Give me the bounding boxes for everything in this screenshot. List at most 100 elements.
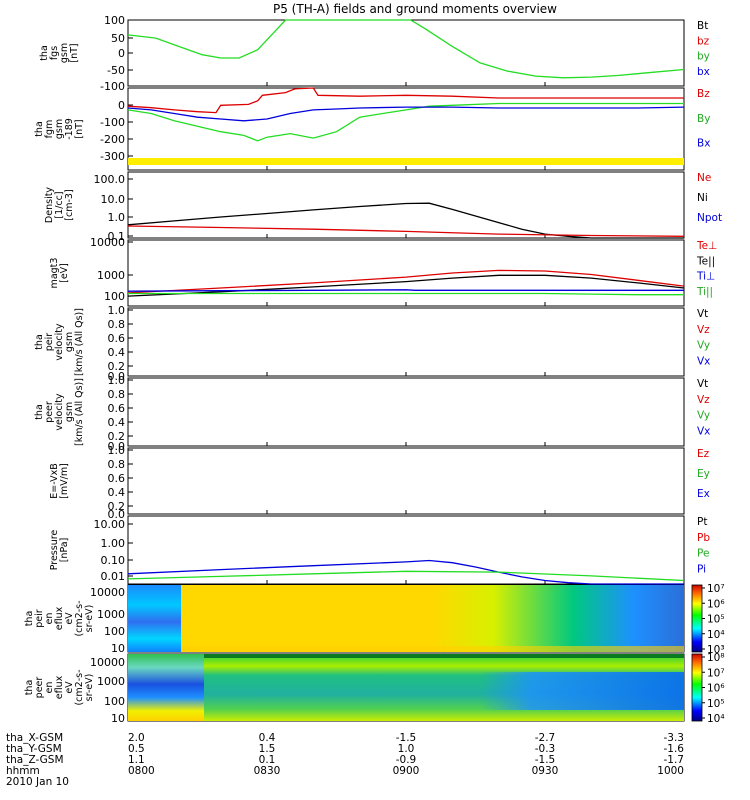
panel-frame — [127, 307, 685, 377]
y-axis-label: eflux — [54, 675, 65, 699]
y-axis-label: [nT] — [69, 43, 80, 62]
legend-entry: Ex — [697, 488, 710, 500]
legend-entry: Ez — [697, 448, 710, 460]
footer-value: -1.7 — [664, 754, 685, 766]
y-axis-label: gsm — [64, 332, 75, 352]
y-tick-label: 0.2 — [108, 500, 126, 513]
panel-temp: 10000 1000 100 magt3 [eV] Te⊥ Te|| Ti⊥ Ti|| — [49, 236, 717, 307]
y-tick-label: 1.00 — [101, 537, 126, 550]
y-tick-label: 100 — [104, 14, 125, 27]
y-axis-label: gsm — [64, 402, 75, 422]
y-axis-label: velocity — [54, 323, 65, 361]
y-axis-label: peir — [34, 609, 45, 628]
footer-label-z: tha_Z-GSM — [6, 754, 64, 766]
colorbar-tick-label: 10⁶ — [707, 598, 725, 610]
colorbar-tick-label: 10⁶ — [707, 683, 725, 695]
y-tick-label: 1.0 — [108, 374, 126, 387]
y-axis-label: E=-VxB — [49, 463, 60, 498]
footer-value: 0900 — [393, 765, 420, 777]
panel-frame — [127, 239, 685, 307]
y-axis-label: en — [44, 613, 55, 625]
legend-entry: Bz — [697, 88, 710, 100]
footer-value: -1.5 — [535, 754, 556, 766]
y-axis-label: -189 — [64, 118, 75, 140]
y-tick-label: 0.8 — [108, 458, 126, 471]
panel-frame — [127, 447, 685, 515]
legend-entry: Bt — [697, 20, 708, 32]
y-axis-label: en — [44, 682, 55, 694]
legend-entry: Vx — [697, 425, 710, 437]
series-By-line — [127, 102, 684, 142]
peer-spectrogram — [128, 654, 684, 721]
y-tick-label: 0.2 — [108, 360, 126, 373]
y-axis-label: (cm2-s- — [74, 669, 85, 705]
colorbar-tick-label: 10⁴ — [707, 629, 725, 641]
y-axis-label: [km/s (All Qs)] — [74, 378, 85, 446]
legend-entry: by — [697, 51, 710, 63]
chart-title: P5 (TH-A) fields and ground moments over… — [273, 2, 557, 16]
series-Pi-line — [127, 559, 684, 585]
y-axis-label: eV — [64, 681, 75, 694]
y-tick-label: 0.10 — [101, 554, 126, 567]
y-tick-label: -100 — [100, 80, 125, 93]
y-tick-label: 10 — [111, 642, 125, 655]
legend-entry: Ni — [697, 192, 708, 204]
y-axis-label: [mV/m] — [59, 463, 70, 499]
y-tick-label: 1000 — [97, 675, 125, 688]
y-tick-label: 0 — [118, 99, 125, 112]
y-tick-label: 0.4 — [108, 416, 126, 429]
y-tick-label: 0.0 — [108, 370, 126, 383]
panel-peer_vel: 1.00.80.60.40.20.0 tha peer velocity gsm [km/… — [34, 374, 710, 453]
legend-entry: bz — [697, 35, 710, 47]
legend-entry: Vt — [697, 378, 708, 390]
series-by-line — [127, 19, 685, 79]
y-axis-label: [km/s (All Qs)] — [74, 308, 85, 376]
colorbar — [691, 653, 703, 722]
footer-value: 1.5 — [259, 743, 276, 755]
footer-value: 0800 — [128, 765, 155, 777]
legend-entry: Ti|| — [696, 286, 713, 298]
y-tick-label: 100 — [104, 695, 125, 708]
peir-spectrogram — [128, 585, 684, 652]
legend-entry: Npot — [697, 212, 722, 224]
y-axis-label: tha — [34, 121, 45, 137]
y-tick-label: 0.01 — [101, 570, 126, 583]
series-Pe-line — [127, 570, 685, 582]
footer-value: -0.9 — [396, 754, 417, 766]
legend-entry: Vz — [697, 324, 710, 336]
footer-value: 0830 — [254, 765, 281, 777]
peer-spectrogram-left — [128, 654, 204, 721]
y-axis-label: Pressure — [49, 530, 60, 571]
y-axis-label: eflux — [54, 606, 65, 630]
legend-entry: Vx — [697, 355, 710, 367]
legend-entry: Vt — [697, 308, 708, 320]
y-tick-label: 0 — [118, 47, 125, 60]
y-tick-label: 0.8 — [108, 318, 126, 331]
y-axis-label: (cm2-s- — [74, 600, 85, 636]
y-tick-label: 1000 — [97, 608, 125, 621]
y-axis-label: peir — [44, 333, 55, 352]
footer-value: -3.3 — [664, 732, 685, 744]
series-Ti⊥-line — [127, 289, 684, 292]
panel-fgm: 0 -100 -200 -300 tha fgm gsm -189 [nT] Bz By Bx — [34, 87, 710, 171]
footer-label-x: tha_X-GSM — [6, 732, 63, 744]
legend-entry: Pe — [697, 548, 709, 560]
y-axis-label: tha — [24, 611, 35, 627]
y-axis-label: magt3 — [49, 258, 60, 289]
legend-entry: Te|| — [696, 255, 715, 267]
colorbar-tick-label: 10⁵ — [707, 614, 725, 626]
y-axis-label: eV — [64, 612, 75, 625]
footer-label-y: tha_Y-GSM — [6, 743, 62, 755]
series-Te⊥-line — [127, 269, 685, 294]
y-axis-label: peer — [34, 677, 45, 699]
y-axis-label: [nT] — [74, 119, 85, 138]
legend-entry: Pt — [697, 516, 707, 528]
y-axis-label: tha — [39, 45, 50, 61]
y-tick-label: 0.6 — [108, 472, 126, 485]
footer-value: 1.1 — [128, 754, 145, 766]
footer-value: 0.4 — [259, 732, 276, 744]
panel-peir_vel: 1.00.80.60.40.20.0 tha peir velocity gsm [km/… — [34, 304, 710, 383]
y-tick-label: 10000 — [90, 236, 125, 249]
